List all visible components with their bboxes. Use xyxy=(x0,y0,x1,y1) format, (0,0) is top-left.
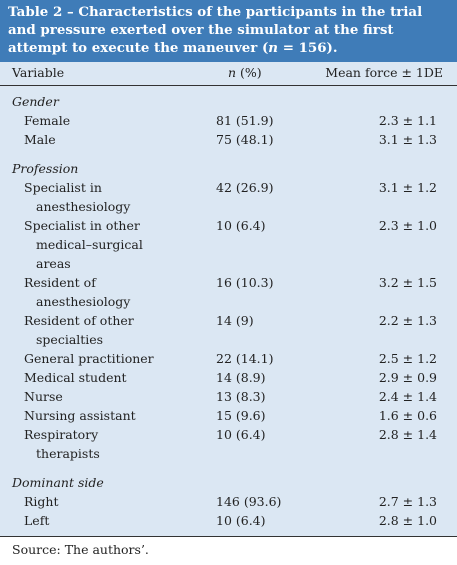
row-label: Resident of xyxy=(24,275,96,290)
section-label: Profession xyxy=(12,161,79,176)
title-text: n xyxy=(268,40,279,56)
count-cell: 22 (14.1) xyxy=(216,351,274,366)
column-header: Mean force ± 1DE xyxy=(325,65,443,80)
row-label: Resident of other xyxy=(24,313,134,328)
row-label: therapists xyxy=(36,446,100,461)
count-cell: 75 (48.1) xyxy=(216,132,274,147)
row-label: anesthesiology xyxy=(36,199,131,214)
row-label: Female xyxy=(24,113,71,128)
row-label: Medical student xyxy=(24,370,127,385)
count-cell: 10 (6.4) xyxy=(216,218,266,233)
row-label: areas xyxy=(36,256,71,271)
row-label: Male xyxy=(24,132,56,147)
mean-cell: 3.2 ± 1.5 xyxy=(378,275,437,290)
count-cell: 10 (6.4) xyxy=(216,513,266,528)
count-cell: 10 (6.4) xyxy=(216,427,266,442)
mean-cell: 2.3 ± 1.0 xyxy=(378,218,437,233)
table-title: Table 2 – Characteristics of the partici… xyxy=(0,0,457,62)
mean-cell: 2.9 ± 0.9 xyxy=(378,370,437,385)
count-cell: 13 (8.3) xyxy=(216,389,266,404)
mean-cell: 2.2 ± 1.3 xyxy=(378,313,437,328)
row-label: Left xyxy=(24,513,50,528)
mean-cell: 2.7 ± 1.3 xyxy=(378,494,437,509)
mean-cell: 2.8 ± 1.4 xyxy=(378,427,437,442)
rule xyxy=(0,85,457,86)
mean-cell: 1.6 ± 0.6 xyxy=(378,408,437,423)
count-cell: 146 (93.6) xyxy=(216,494,282,509)
table: Variable n (%) Mean force ± 1DE Gender Femal… xyxy=(0,62,457,537)
count-cell: 14 (8.9) xyxy=(216,370,266,385)
row-label: Nurse xyxy=(24,389,63,404)
title-text: Table 2 – Characteristics of the partici… xyxy=(8,4,423,56)
source: Source: The authors’. xyxy=(12,542,149,557)
count-cell: 15 (9.6) xyxy=(216,408,266,423)
count-cell: 16 (10.3) xyxy=(216,275,274,290)
title-text: = 156). xyxy=(278,40,338,56)
mean-cell: 2.3 ± 1.1 xyxy=(378,113,437,128)
section-label: Dominant side xyxy=(12,475,104,490)
mean-cell: 3.1 ± 1.3 xyxy=(378,132,437,147)
row-label: anesthesiology xyxy=(36,294,131,309)
row-label: Nursing assistant xyxy=(24,408,136,423)
row-label: specialties xyxy=(36,332,104,347)
mean-cell: 2.5 ± 1.2 xyxy=(378,351,437,366)
mean-cell: 2.4 ± 1.4 xyxy=(378,389,437,404)
row-label: medical–surgical xyxy=(36,237,143,252)
column-header-part: n xyxy=(228,65,237,80)
row-label: Right xyxy=(24,494,59,509)
mean-cell: 3.1 ± 1.2 xyxy=(378,180,437,195)
row-label: Respiratory xyxy=(24,427,99,442)
count-cell: 14 (9) xyxy=(216,313,254,328)
mean-cell: 2.8 ± 1.0 xyxy=(378,513,437,528)
column-header: n (%) xyxy=(228,65,262,81)
row-label: General practitioner xyxy=(24,351,154,366)
column-header: Variable xyxy=(12,65,65,80)
count-cell: 42 (26.9) xyxy=(216,180,274,195)
count-cell: 81 (51.9) xyxy=(216,113,274,128)
column-header-part: (%) xyxy=(236,65,262,80)
row-label: Specialist in other xyxy=(24,218,140,233)
section-label: Gender xyxy=(12,94,59,109)
row-label: Specialist in xyxy=(24,180,102,195)
